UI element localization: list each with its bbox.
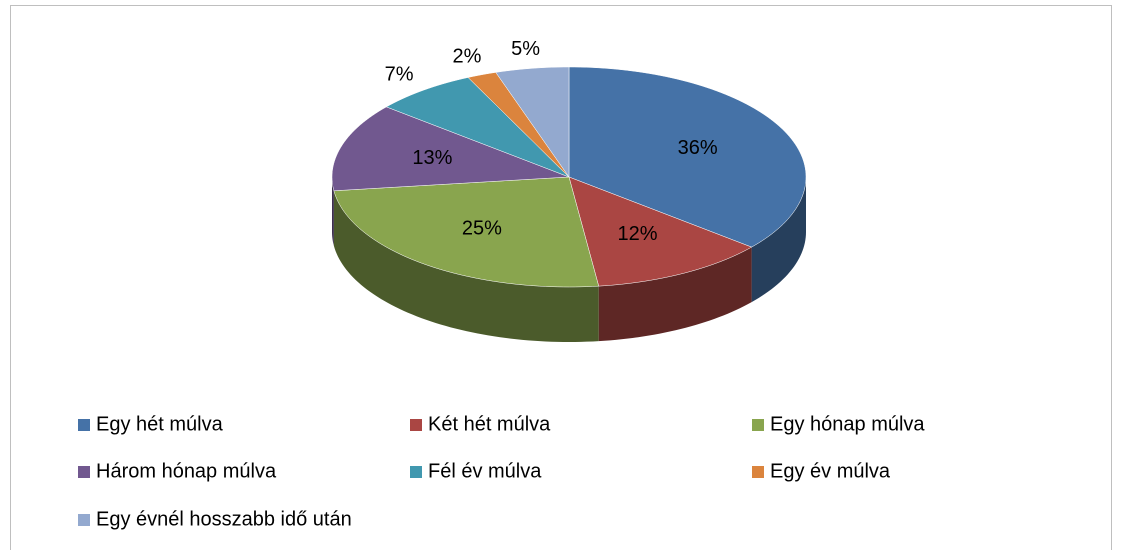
legend-label: Két hét múlva (428, 413, 551, 435)
slice-side (332, 177, 334, 246)
slice-side (598, 247, 752, 342)
legend-swatch (78, 514, 90, 526)
data-label: 12% (617, 223, 657, 245)
legend-swatch (410, 466, 422, 478)
data-label: 13% (412, 147, 452, 169)
slice-side (333, 190, 599, 342)
legend-swatch (752, 466, 764, 478)
legend-label: Fél év múlva (428, 460, 542, 482)
legend-label: Egy hét múlva (96, 413, 224, 435)
legend-label: Egy hónap múlva (770, 413, 925, 435)
data-label: 36% (678, 137, 718, 159)
slice (568, 176, 753, 287)
slice (467, 72, 570, 178)
slice (568, 66, 807, 248)
data-label: 7% (385, 64, 414, 86)
slice (333, 176, 600, 288)
slice (385, 77, 570, 178)
data-label: 25% (462, 217, 502, 239)
data-label: 2% (452, 46, 481, 68)
legend-label: Egy év múlva (770, 460, 891, 482)
slice (331, 106, 570, 192)
legend-swatch (410, 419, 422, 431)
legend-swatch (78, 419, 90, 431)
slice-side (751, 177, 806, 303)
legend-swatch (752, 419, 764, 431)
slice (495, 66, 570, 178)
legend-label: Egy évnél hosszabb idő után (96, 508, 352, 530)
legend-label: Három hónap múlva (96, 460, 277, 482)
data-label: 5% (511, 38, 540, 60)
legend-swatch (78, 466, 90, 478)
